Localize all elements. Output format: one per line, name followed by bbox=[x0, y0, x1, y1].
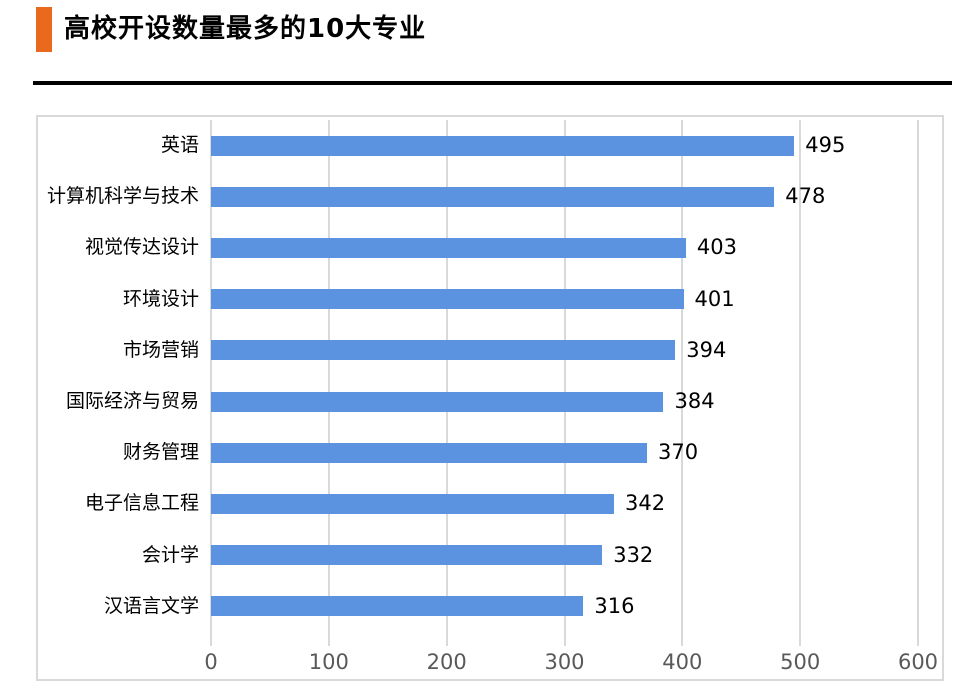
value-label: 370 bbox=[657, 440, 699, 465]
bar bbox=[211, 340, 676, 361]
value-label: 478 bbox=[785, 184, 826, 209]
value-label: 403 bbox=[696, 235, 737, 260]
page-title: 高校开设数量最多的10大专业 bbox=[64, 14, 427, 44]
bar bbox=[211, 186, 775, 207]
title-accent-bar bbox=[36, 7, 52, 52]
category-label: 会计学 bbox=[141, 543, 199, 566]
bar bbox=[211, 135, 795, 156]
chart-frame: 英语 495 计算机科学与技术 478 视觉传达设计 403 环境设计 401 市场营销 394 国… bbox=[36, 115, 944, 681]
value-label: 316 bbox=[594, 593, 635, 618]
value-label: 332 bbox=[613, 542, 654, 567]
bar bbox=[211, 545, 603, 566]
bar-row: 环境设计 401 bbox=[38, 274, 942, 325]
category-label: 国际经济与贸易 bbox=[65, 390, 199, 412]
category-label: 计算机科学与技术 bbox=[46, 185, 199, 208]
bar-row: 汉语言文学 316 bbox=[38, 581, 942, 632]
x-axis-tick-label: 500 bbox=[780, 650, 821, 674]
gridline bbox=[445, 120, 448, 632]
gridline bbox=[917, 120, 919, 632]
bar bbox=[211, 289, 684, 310]
bar bbox=[211, 237, 686, 258]
value-label: 394 bbox=[686, 337, 727, 362]
gridline bbox=[327, 120, 330, 632]
gridlines-layer bbox=[38, 117, 942, 679]
bar bbox=[211, 596, 584, 617]
axis-tick bbox=[681, 632, 684, 646]
category-label: 汉语言文学 bbox=[103, 594, 199, 617]
value-label: 401 bbox=[694, 286, 735, 311]
gridline bbox=[563, 120, 566, 632]
gridline bbox=[799, 120, 802, 632]
bar-row: 会计学 332 bbox=[38, 530, 942, 581]
bar-rows-layer: 英语 495 计算机科学与技术 478 视觉传达设计 403 环境设计 401 市场营销 394 国… bbox=[38, 117, 942, 679]
value-label: 495 bbox=[805, 133, 846, 157]
bar-row: 英语 495 bbox=[38, 120, 942, 171]
category-label: 英语 bbox=[160, 134, 199, 156]
category-label: 市场营销 bbox=[122, 338, 199, 361]
axis-tick bbox=[917, 632, 919, 646]
bar-row: 视觉传达设计 403 bbox=[38, 222, 942, 273]
gridline bbox=[210, 120, 212, 632]
value-label: 384 bbox=[674, 389, 715, 413]
bar-row: 财务管理 370 bbox=[38, 427, 942, 478]
x-axis-tick-label: 0 bbox=[204, 650, 218, 674]
bar bbox=[211, 493, 614, 514]
bar-row: 国际经济与贸易 384 bbox=[38, 376, 942, 427]
x-axis-tick-label: 300 bbox=[544, 650, 585, 674]
gridline bbox=[681, 120, 684, 632]
title-divider bbox=[33, 81, 952, 85]
value-label: 342 bbox=[624, 491, 666, 516]
category-label: 电子信息工程 bbox=[84, 492, 199, 515]
x-axis-tick-label: 400 bbox=[662, 650, 703, 674]
axis-tick bbox=[799, 632, 802, 646]
x-axis-tick-label: 200 bbox=[426, 650, 467, 674]
x-axis-tick-label: 600 bbox=[897, 650, 939, 674]
bar-row: 电子信息工程 342 bbox=[38, 478, 942, 529]
bar bbox=[211, 391, 664, 412]
category-label: 环境设计 bbox=[122, 287, 199, 310]
bar bbox=[211, 442, 647, 463]
axis-tick bbox=[445, 632, 448, 646]
x-axis-tick-label: 100 bbox=[308, 650, 349, 674]
x-axis-layer: 0 100 200 300 400 500 600 bbox=[38, 117, 942, 679]
axis-tick bbox=[327, 632, 330, 646]
bar-row: 计算机科学与技术 478 bbox=[38, 171, 942, 222]
bar-row: 市场营销 394 bbox=[38, 325, 942, 376]
axis-tick bbox=[563, 632, 566, 646]
category-label: 视觉传达设计 bbox=[84, 236, 199, 259]
axis-tick bbox=[210, 632, 212, 646]
category-label: 财务管理 bbox=[122, 441, 199, 464]
